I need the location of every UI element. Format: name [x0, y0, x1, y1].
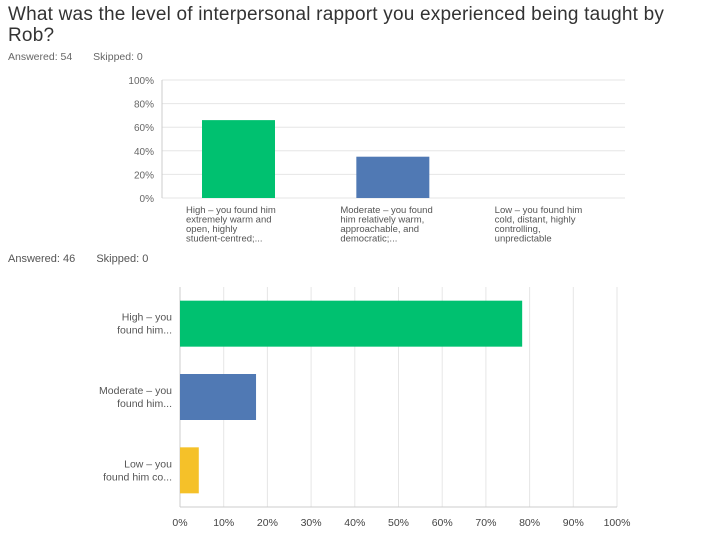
chart1-category-label: Low – you found him cold, distant, highly…: [495, 205, 583, 245]
chart1-category-label: High – you found him extremely warm and op…: [186, 205, 276, 245]
chart2-category-label: Moderate – you found him...: [99, 385, 172, 410]
chart1-bar: [356, 156, 430, 198]
chart2-x-tick: 20%: [257, 517, 278, 529]
chart1-category-label: Moderate – you found him relatively warm,…: [340, 205, 432, 245]
chart2-x-tick: 40%: [344, 517, 365, 529]
page-title: What was the level of interpersonal rapp…: [8, 4, 665, 46]
chart2-x-tick: 80%: [519, 517, 540, 529]
chart1-y-tick: 80%: [134, 100, 154, 111]
chart2-x-tick: 100%: [604, 517, 631, 529]
chart1-y-tick: 20%: [134, 170, 154, 181]
chart1-y-tick: 40%: [134, 147, 154, 158]
chart1-y-tick: 60%: [134, 123, 154, 134]
chart2-category-label: Low – you found him co...: [103, 458, 172, 483]
chart2-x-tick: 60%: [432, 517, 453, 529]
chart2-x-tick: 10%: [213, 517, 234, 529]
chart1-meta: Answered: 54 Skipped: 0: [8, 51, 161, 63]
chart2-x-tick: 0%: [172, 517, 187, 529]
chart1-y-tick: 100%: [128, 76, 154, 87]
chart1-y-tick: 0%: [140, 194, 155, 205]
chart2-x-tick: 90%: [563, 517, 584, 529]
chart2-x-tick: 70%: [475, 517, 496, 529]
chart2-skipped: Skipped: 0: [96, 253, 149, 265]
chart2-bar: [180, 447, 199, 494]
chart2-category-label: High – you found him...: [117, 312, 172, 337]
chart2-x-tick: 30%: [301, 517, 322, 529]
chart1-bar: [202, 120, 275, 198]
chart1-skipped: Skipped: 0: [93, 51, 143, 63]
chart2-bar: [180, 300, 523, 347]
chart2-bar: [180, 374, 257, 420]
chart2-x-tick: 50%: [388, 517, 409, 529]
chart2-answered: Answered: 46: [8, 253, 76, 265]
chart2-meta: Answered: 46 Skipped: 0: [8, 253, 166, 265]
chart1-answered: Answered: 54: [8, 51, 73, 63]
